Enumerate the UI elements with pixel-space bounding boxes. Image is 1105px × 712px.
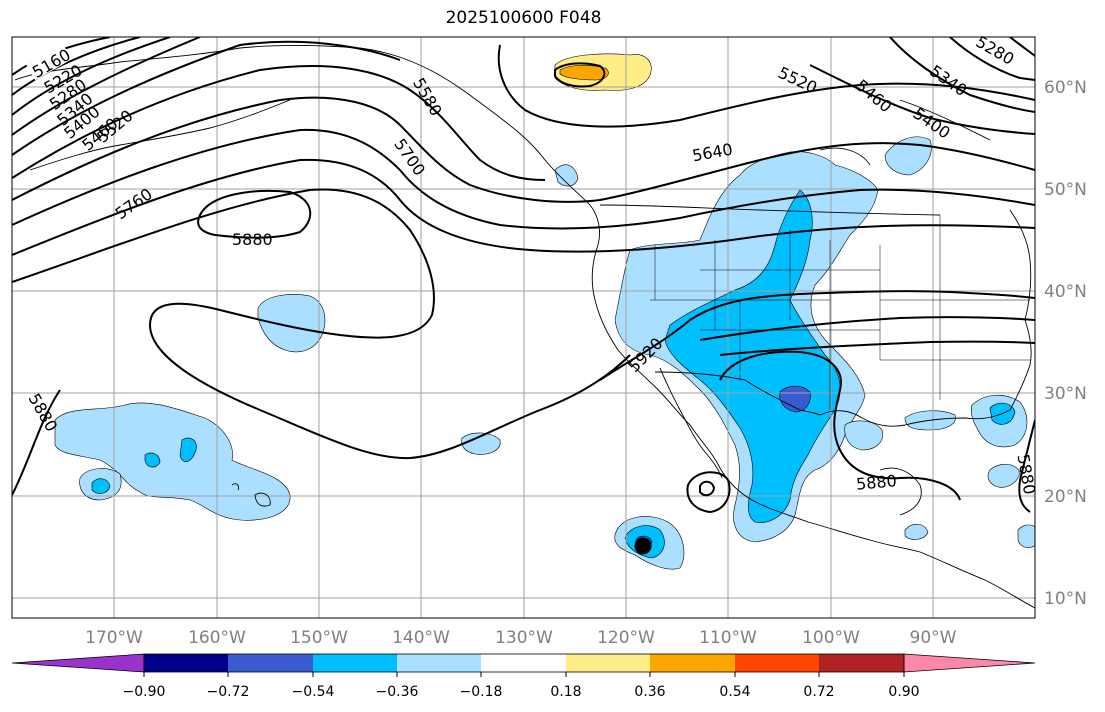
shade-central-am [904,523,929,540]
lon-label: 140°W [392,628,450,648]
colorbar-segment [144,654,228,672]
lon-label: 120°W [597,628,655,648]
lon-label: 150°W [290,628,348,648]
coastlines [14,44,1035,609]
coast-east-us [1009,209,1032,321]
hawaii-islands [231,483,271,507]
coast-florida [1009,319,1032,411]
lat-label: 50°N [1044,180,1087,200]
latitude-labels: 60°N 50°N 40°N 30°N 20°N 10°N [1044,78,1087,609]
shade-hudson [884,136,932,176]
lat-label: 60°N [1044,78,1087,98]
lon-label: 110°W [699,628,757,648]
coast-baja [659,367,723,479]
storm-center-marker [634,537,652,555]
colorbar-segment [481,654,566,672]
colorbar-tick-label: −0.36 [376,684,419,700]
colorbar-tick-label: −0.72 [207,684,250,700]
contour-tropical-low-outer [686,471,731,514]
coast-central-am [919,551,1035,609]
coast-yucatan [879,467,922,516]
colorbar-segment [397,654,481,672]
colorbar-tick-label: 0.90 [888,684,919,700]
map-frame [11,36,1036,619]
shade-hawaii-core-1 [91,478,111,494]
colorbar-extend-high [903,653,1036,673]
colorbar-segment [735,654,819,672]
shade-midpacific [257,294,326,353]
colorbar-tick-label: 0.36 [634,684,665,700]
shade-cuba [987,463,1021,488]
contour-5880-mexico [719,350,961,501]
colorbar-segment [566,654,650,672]
contour-5880-closed [197,189,312,239]
lon-label: 170°W [85,628,143,648]
colorbar-segment [228,654,313,672]
lat-label: 40°N [1044,282,1087,302]
shade-bc-coast [554,164,579,187]
shade-small-pacific [461,432,501,455]
coast-alaska [14,44,601,246]
map-title: 2025100600 F048 [445,8,602,28]
shade-hawaii-core-2 [144,452,161,468]
colorbar-segment [819,654,904,672]
coast-aleutians [29,99,291,171]
contour-label: 5880 [855,471,897,493]
contour-5920 [599,290,1035,381]
colorbar-tick-label: 0.72 [803,684,834,700]
geopotential-contours [12,37,1035,514]
colorbar-extend-low [11,653,145,673]
lon-label: 130°W [495,628,553,648]
colorbar-segment [313,654,397,672]
colorbar-tick-label: −0.18 [460,684,503,700]
lat-label: 10°N [1044,589,1087,609]
shade-yukon-strong [559,64,609,81]
shade-east-edge [1017,524,1035,548]
contour-label: 5880 [232,230,273,249]
colorbar-tick-label: −0.54 [292,684,335,700]
coast-westcoast [591,244,921,553]
colorbar: −0.90 −0.72 −0.54 −0.36 −0.18 0.18 0.36 … [11,653,1036,700]
colorbar-segment [650,654,735,672]
lon-label: 90°W [910,628,957,648]
shade-gulf-1 [844,420,883,451]
contour-tropical-low-inner [699,480,716,497]
coast-gulf [819,409,1011,427]
coast-hudson [819,99,991,166]
colorbar-tick-label: 0.54 [719,684,750,700]
lat-label: 20°N [1044,487,1087,507]
lat-label: 30°N [1044,384,1087,404]
border-us-canada [599,204,941,216]
lon-label: 100°W [802,628,860,648]
contour-alaska-ridge [497,44,1035,128]
contour-yukon-cyclone [554,62,606,88]
colorbar-tick-label: −0.90 [123,684,166,700]
colorbar-tick-label: 0.18 [550,684,581,700]
longitude-labels: 170°W 160°W 150°W 140°W 130°W 120°W 110°… [85,628,957,648]
shade-hawaii-core-3 [179,437,197,462]
lon-label: 160°W [188,628,246,648]
border-us-mexico [654,371,821,416]
